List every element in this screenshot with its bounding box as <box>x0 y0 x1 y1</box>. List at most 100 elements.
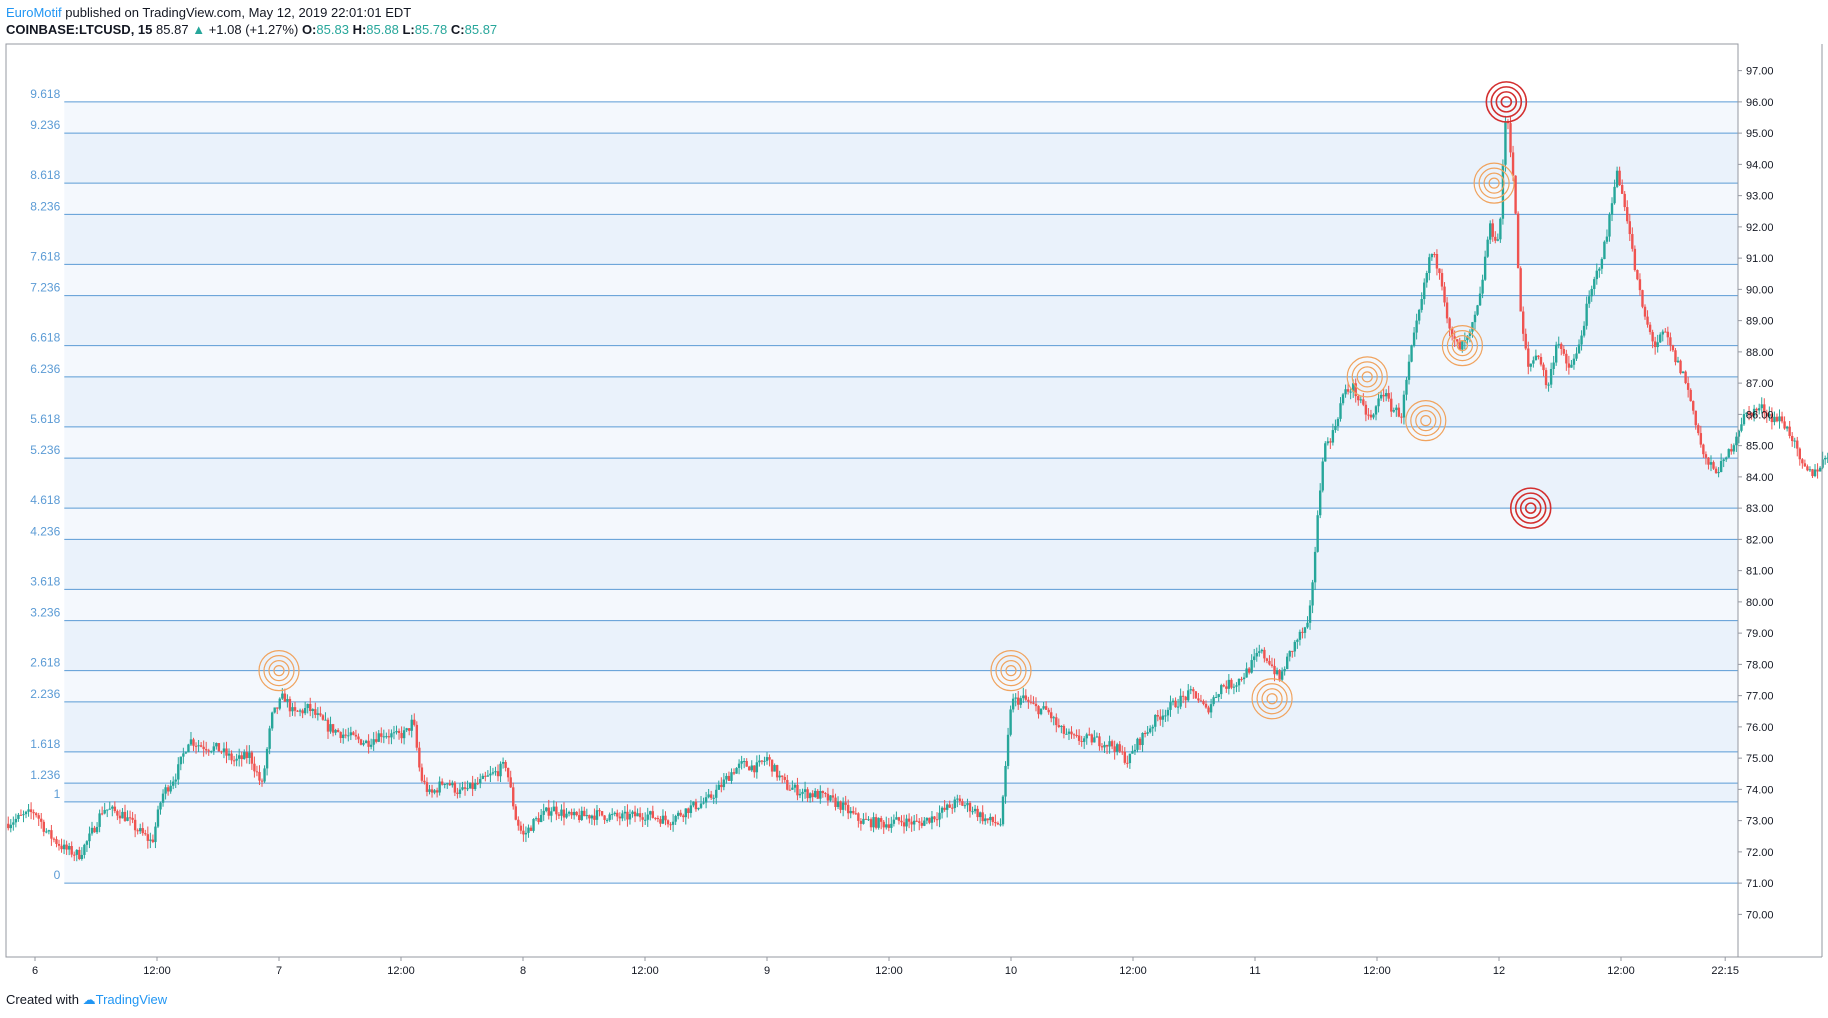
symbol-name[interactable]: COINBASE:LTCUSD, 15 <box>6 22 153 37</box>
price-tick-label: 96.00 <box>1746 97 1774 109</box>
candle <box>331 723 335 737</box>
candle <box>874 813 878 830</box>
candle-body <box>1448 318 1451 329</box>
candle-body <box>1044 706 1048 710</box>
candle-body <box>874 817 878 828</box>
candle <box>755 755 759 779</box>
fib-band <box>64 801 1738 884</box>
candle-body <box>288 698 292 712</box>
candle <box>423 774 426 785</box>
price-tick-label: 84.00 <box>1746 472 1774 484</box>
candle-body <box>471 782 474 790</box>
candle-body <box>534 818 538 820</box>
candle-body <box>1321 461 1324 491</box>
candle <box>768 754 771 767</box>
candle-body <box>1270 664 1274 666</box>
candle-body <box>440 781 444 785</box>
candle-body <box>321 715 325 720</box>
candle-body <box>1232 686 1236 688</box>
candle <box>1590 285 1593 302</box>
candle-body <box>62 844 66 850</box>
candle <box>293 701 297 717</box>
target-ring-circle <box>1514 492 1547 524</box>
candle-body <box>1387 393 1390 399</box>
fib-band <box>64 376 1738 427</box>
time-axis[interactable]: 6 12:00 7 12:00 8 12:00 9 12:00 10 12:00 11 12:00 12… <box>32 957 1739 977</box>
candle <box>504 760 507 772</box>
candle <box>1159 709 1162 726</box>
candle <box>948 800 951 809</box>
candle <box>1407 354 1411 385</box>
candle <box>798 789 802 799</box>
candle <box>377 729 380 743</box>
candle-body <box>557 814 561 816</box>
candle-body <box>971 811 974 813</box>
candle-body <box>377 733 380 742</box>
candle <box>1544 367 1548 389</box>
candle-body <box>309 703 312 712</box>
candle-body <box>144 833 147 835</box>
candle-body <box>1291 650 1294 652</box>
candle <box>664 811 667 826</box>
candle <box>1823 455 1827 465</box>
candle-body <box>126 817 129 821</box>
candle-body <box>1349 391 1352 393</box>
candle <box>1598 267 1601 278</box>
candle <box>1382 388 1385 402</box>
candle-body <box>1626 207 1629 222</box>
candle-body <box>613 812 616 815</box>
candle-body <box>1516 213 1520 269</box>
price-tick-label: 80.00 <box>1746 597 1774 609</box>
candle-body <box>529 827 533 831</box>
candle <box>1169 695 1172 717</box>
candle <box>116 809 119 821</box>
tradingview-brand[interactable]: TradingView <box>95 992 168 1007</box>
candle-body <box>1768 413 1771 417</box>
candle-body <box>301 710 304 714</box>
candle-body <box>943 807 946 810</box>
candle <box>204 741 208 755</box>
candle <box>1458 337 1461 350</box>
candle <box>1697 423 1700 436</box>
price-axis[interactable]: 97.0096.0095.0094.0093.0092.0091.0090.00… <box>1738 66 1774 922</box>
candle-body <box>1468 331 1472 336</box>
candle-body <box>872 817 875 828</box>
candle <box>763 756 766 766</box>
candle <box>1522 306 1525 342</box>
candle <box>1417 308 1421 325</box>
price-tick-label: 90.00 <box>1746 284 1774 296</box>
candle <box>1430 253 1434 261</box>
author-name[interactable]: EuroMotif <box>6 5 62 20</box>
fib-level-label: 9.618 <box>30 87 60 101</box>
candle-body <box>1199 700 1203 702</box>
candle <box>1702 443 1705 458</box>
candle-body <box>1093 737 1096 743</box>
candle <box>529 825 533 832</box>
candle <box>212 742 216 755</box>
candle <box>748 765 751 771</box>
candle <box>466 780 469 792</box>
candle <box>1425 270 1428 288</box>
candle-body <box>1740 424 1743 431</box>
candle-body <box>1712 462 1715 469</box>
candle <box>486 770 490 777</box>
candle-body <box>550 811 553 816</box>
candle-body <box>753 765 756 773</box>
candle <box>1118 741 1121 754</box>
candle-body <box>466 788 469 790</box>
candle-body <box>956 798 959 800</box>
candle-body <box>248 752 251 758</box>
candle <box>1301 627 1304 639</box>
candle-body <box>517 819 520 826</box>
candle <box>676 810 680 820</box>
tradingview-logo-icon[interactable]: ☁ <box>82 992 96 1007</box>
candle-body <box>854 813 858 815</box>
candle-body <box>435 790 439 793</box>
candle <box>1143 730 1147 738</box>
candle-body <box>250 752 254 764</box>
candle <box>1022 687 1025 703</box>
candle <box>286 694 289 708</box>
candle-body <box>1258 651 1261 653</box>
candle <box>1770 407 1774 430</box>
